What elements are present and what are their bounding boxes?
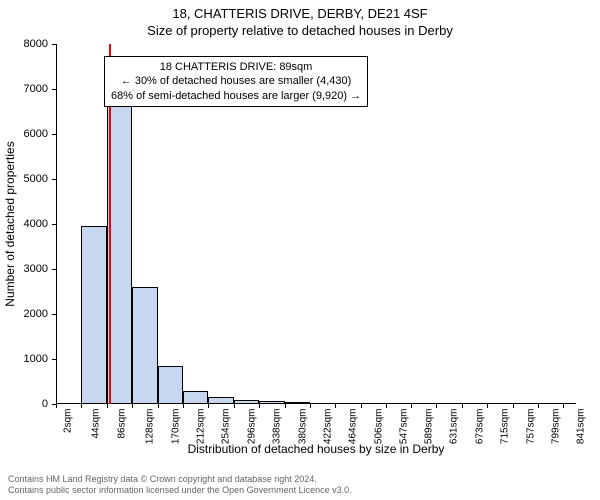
x-tick-mark	[285, 404, 286, 408]
y-tick-label: 0	[8, 398, 48, 410]
x-tick-mark	[158, 404, 159, 408]
chart-title-sub: Size of property relative to detached ho…	[0, 21, 600, 38]
x-tick-mark	[361, 404, 362, 408]
x-tick-mark	[538, 404, 539, 408]
chart-title-main: 18, CHATTERIS DRIVE, DERBY, DE21 4SF	[0, 0, 600, 21]
histogram-bar	[234, 400, 259, 404]
y-tick-mark	[52, 44, 56, 45]
y-tick-label: 6000	[8, 128, 48, 140]
x-tick-label: 170sqm	[170, 409, 181, 445]
x-tick-label: 86sqm	[116, 409, 127, 439]
x-tick-label: 757sqm	[525, 409, 536, 445]
x-tick-mark	[513, 404, 514, 408]
x-tick-label: 631sqm	[449, 409, 460, 445]
y-tick-label: 1000	[8, 353, 48, 365]
x-tick-mark	[56, 404, 57, 408]
y-tick-label: 2000	[8, 308, 48, 320]
y-tick-mark	[52, 314, 56, 315]
x-tick-label: 673sqm	[474, 409, 485, 445]
x-tick-mark	[411, 404, 412, 408]
histogram-bar	[81, 226, 106, 404]
x-tick-label: 464sqm	[348, 409, 359, 445]
x-tick-mark	[462, 404, 463, 408]
x-tick-mark	[563, 404, 564, 408]
x-tick-mark	[208, 404, 209, 408]
x-tick-mark	[487, 404, 488, 408]
y-tick-mark	[52, 134, 56, 135]
footer-attribution: Contains HM Land Registry data © Crown c…	[8, 474, 352, 496]
x-tick-label: 841sqm	[576, 409, 587, 445]
y-axis-line	[56, 44, 57, 404]
info-line-1: 18 CHATTERIS DRIVE: 89sqm	[111, 60, 361, 74]
info-line-3: 68% of semi-detached houses are larger (…	[111, 89, 361, 103]
y-tick-label: 4000	[8, 218, 48, 230]
histogram-bar	[259, 401, 284, 404]
x-tick-label: 128sqm	[144, 409, 155, 445]
x-tick-mark	[436, 404, 437, 408]
x-tick-mark	[310, 404, 311, 408]
y-tick-mark	[52, 179, 56, 180]
y-tick-label: 8000	[8, 38, 48, 50]
x-tick-label: 589sqm	[423, 409, 434, 445]
x-tick-label: 212sqm	[195, 409, 206, 445]
x-tick-label: 254sqm	[221, 409, 232, 445]
info-line-2: ← 30% of detached houses are smaller (4,…	[111, 74, 361, 88]
x-tick-label: 2sqm	[63, 409, 74, 433]
y-tick-mark	[52, 89, 56, 90]
x-tick-mark	[132, 404, 133, 408]
y-tick-label: 5000	[8, 173, 48, 185]
x-tick-label: 715sqm	[499, 409, 510, 445]
x-tick-label: 380sqm	[297, 409, 308, 445]
x-tick-label: 44sqm	[91, 409, 102, 439]
plot-region: 2sqm44sqm86sqm128sqm170sqm212sqm254sqm29…	[56, 44, 576, 404]
x-tick-label: 296sqm	[246, 409, 257, 445]
x-tick-mark	[259, 404, 260, 408]
y-tick-mark	[52, 359, 56, 360]
x-tick-mark	[183, 404, 184, 408]
footer-line-1: Contains HM Land Registry data © Crown c…	[8, 474, 352, 485]
x-tick-label: 506sqm	[373, 409, 384, 445]
x-axis-label: Distribution of detached houses by size …	[188, 442, 445, 456]
x-tick-mark	[386, 404, 387, 408]
y-tick-mark	[52, 269, 56, 270]
x-tick-label: 338sqm	[271, 409, 282, 445]
x-tick-mark	[234, 404, 235, 408]
info-callout-box: 18 CHATTERIS DRIVE: 89sqm← 30% of detach…	[104, 56, 368, 107]
histogram-bar	[183, 391, 208, 405]
x-tick-label: 422sqm	[322, 409, 333, 445]
y-tick-label: 7000	[8, 83, 48, 95]
y-tick-mark	[52, 224, 56, 225]
x-tick-mark	[107, 404, 108, 408]
x-tick-label: 547sqm	[398, 409, 409, 445]
histogram-bar	[158, 366, 183, 404]
x-tick-mark	[81, 404, 82, 408]
histogram-bar	[208, 397, 233, 404]
chart-area: 2sqm44sqm86sqm128sqm170sqm212sqm254sqm29…	[56, 44, 576, 404]
x-tick-mark	[335, 404, 336, 408]
y-tick-label: 3000	[8, 263, 48, 275]
histogram-bar	[285, 402, 310, 404]
footer-line-2: Contains public sector information licen…	[8, 485, 352, 496]
x-tick-label: 799sqm	[550, 409, 561, 445]
histogram-bar	[132, 287, 157, 404]
